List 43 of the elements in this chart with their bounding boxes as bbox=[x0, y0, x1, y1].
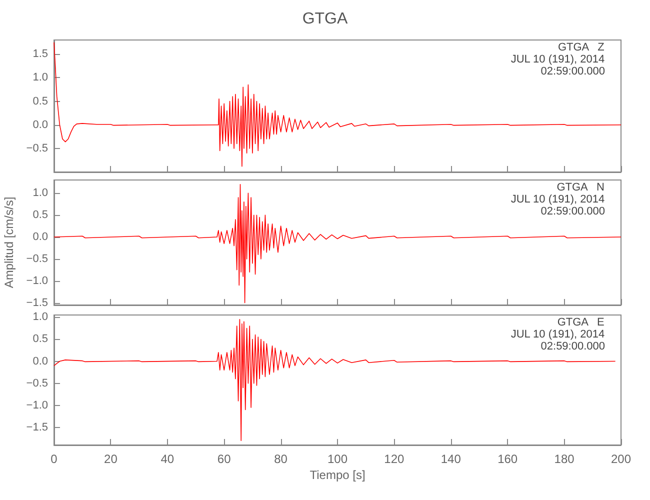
y-tick-label: 0.5 bbox=[32, 209, 48, 222]
annotation: JUL 10 (191), 2014 bbox=[510, 328, 605, 340]
x-axis-title: Tiempo [s] bbox=[310, 468, 366, 482]
y-tick-label: 1.0 bbox=[32, 187, 48, 200]
y-tick-label: −1.5 bbox=[26, 296, 48, 309]
line-series bbox=[54, 42, 622, 167]
x-tick-label: 120 bbox=[384, 452, 405, 466]
y-tick-label: −0.5 bbox=[26, 252, 48, 265]
x-tick-label: 180 bbox=[554, 452, 575, 466]
y-tick-label: −1.0 bbox=[26, 274, 48, 287]
y-tick-label: 0.0 bbox=[32, 118, 48, 131]
annotation: GTGA Z bbox=[558, 42, 605, 54]
y-tick-label: 1.0 bbox=[32, 311, 48, 324]
annotation: 02:59:00.000 bbox=[540, 206, 606, 218]
annotation: GTGA E bbox=[557, 316, 604, 328]
chart-title: GTGA bbox=[302, 10, 348, 28]
x-tick-label: 0 bbox=[50, 452, 58, 466]
annotation: 02:59:00.000 bbox=[540, 66, 606, 78]
y-tick-label: −0.5 bbox=[26, 377, 48, 390]
x-tick-label: 60 bbox=[217, 452, 232, 466]
x-tick-label: 200 bbox=[610, 452, 632, 466]
y-tick-label: −1.5 bbox=[26, 421, 48, 434]
y-tick-label: −1.0 bbox=[26, 399, 48, 412]
annotation: GTGA N bbox=[556, 182, 604, 194]
x-tick-label: 80 bbox=[274, 452, 288, 466]
x-tick-label: 140 bbox=[440, 452, 462, 466]
x-tick-label: 40 bbox=[160, 452, 174, 466]
annotation: JUL 10 (191), 2014 bbox=[510, 54, 605, 66]
y-tick-label: 1.0 bbox=[32, 72, 48, 84]
line-series bbox=[54, 184, 622, 304]
y-tick-label: 0.0 bbox=[32, 355, 48, 368]
x-tick-label: 100 bbox=[327, 452, 348, 466]
y-tick-label: −0.5 bbox=[26, 142, 48, 154]
annotation: 02:59:00.000 bbox=[540, 340, 606, 352]
x-tick-label: 20 bbox=[104, 452, 118, 466]
y-tick-label: 0.0 bbox=[32, 231, 48, 244]
y-tick-label: 1.5 bbox=[32, 48, 48, 60]
annotation: JUL 10 (191), 2014 bbox=[510, 194, 605, 206]
y-tick-label: 0.5 bbox=[32, 333, 48, 346]
line-series bbox=[54, 319, 616, 441]
x-tick-label: 160 bbox=[498, 452, 518, 466]
y-tick-label: 0.5 bbox=[32, 95, 48, 108]
y-axis-title: Amplitud [cm/s/s] bbox=[2, 196, 16, 288]
